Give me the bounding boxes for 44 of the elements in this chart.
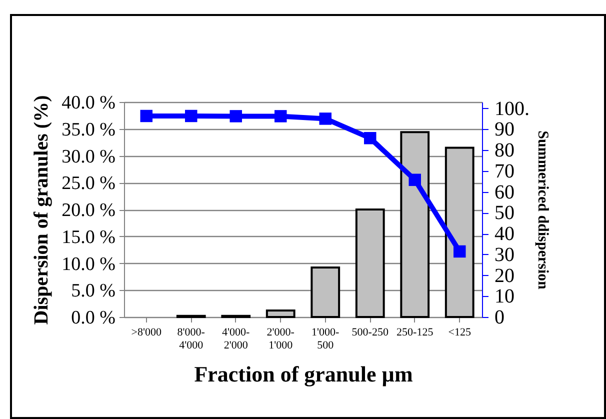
point: [140, 110, 152, 122]
point: [185, 110, 198, 122]
y-tick-label: 5.0 %: [71, 280, 116, 302]
x-tick-label: >8'000: [131, 326, 162, 338]
x-tick-label: 4'000-2'000: [222, 326, 250, 352]
y2-tick-label: 60: [494, 181, 514, 204]
y2-tick-label: 90: [494, 118, 514, 141]
bar: [310, 266, 340, 318]
point: [230, 110, 242, 122]
bar: [444, 146, 474, 318]
x-axis-title: Fraction of granule µm: [194, 362, 413, 386]
y2-tick-label: 20: [494, 264, 514, 287]
bar: [355, 208, 385, 318]
point: [319, 112, 332, 125]
point: [274, 110, 287, 122]
y2-tick-label: 40: [494, 223, 514, 246]
y2-tick-label: 100.: [494, 98, 530, 120]
y-tick-label: 20.0 %: [62, 200, 116, 221]
point: [364, 132, 376, 144]
y-axis-title: Dispersion of granules (%): [30, 95, 53, 325]
point: [454, 245, 466, 258]
x-tick-label: 500-250: [352, 326, 389, 338]
point: [408, 174, 421, 186]
x-tick-label: 250-125: [396, 326, 434, 338]
y-tick-label: 10.0 %: [62, 254, 116, 275]
bar: [266, 310, 296, 318]
x-tick-label: 1'000-500: [312, 326, 340, 352]
y-tick-label: 0.0 %: [71, 308, 116, 328]
x-tick-label: 2'000-1'000: [266, 326, 295, 352]
y-tick-label: 15.0 %: [62, 226, 116, 248]
y-tick-label: 30.0 %: [62, 146, 116, 168]
y-tick-label: 40.0 %: [62, 92, 116, 114]
y-tick-label: 25.0 %: [62, 173, 116, 194]
y2-tick-label: 80: [494, 140, 514, 162]
y2-tick-label: 50: [494, 202, 514, 224]
y2-tick-label: 0: [494, 306, 504, 328]
y2-axis-title: Summericed ddispersion: [534, 130, 550, 290]
bar: [400, 131, 430, 318]
y-tick-label: 35.0 %: [62, 119, 116, 140]
y2-tick-label: 70: [494, 160, 514, 182]
y2-tick-label: 10: [494, 286, 514, 308]
y2-tick-label: 30: [494, 244, 514, 266]
x-tick-label: <125: [448, 326, 472, 338]
x-tick-label: 8'000-4'000: [177, 326, 206, 352]
